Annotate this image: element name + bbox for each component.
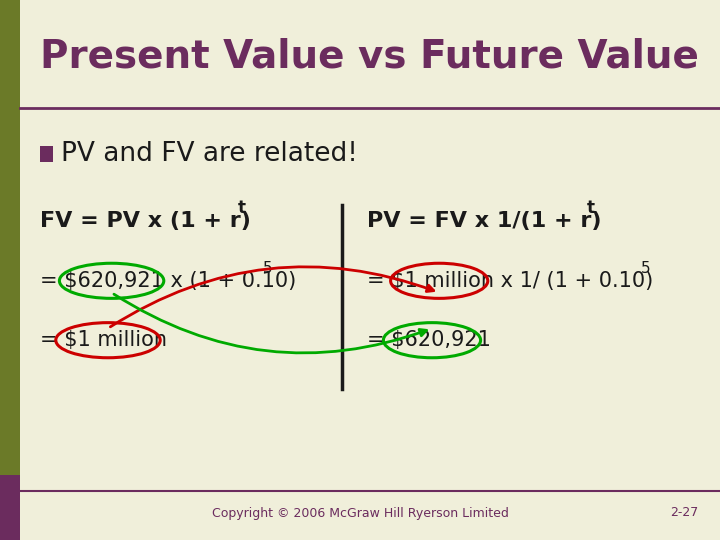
- Text: = $1 million: = $1 million: [40, 330, 166, 350]
- Bar: [40, 146, 53, 162]
- Text: t: t: [238, 199, 246, 217]
- Text: Present Value vs Future Value: Present Value vs Future Value: [40, 38, 698, 76]
- Text: PV = FV x 1/(1 + r): PV = FV x 1/(1 + r): [367, 211, 602, 232]
- Text: FV = PV x (1 + r): FV = PV x (1 + r): [40, 211, 251, 232]
- Bar: [0, 475, 20, 540]
- Text: Copyright © 2006 McGraw Hill Ryerson Limited: Copyright © 2006 McGraw Hill Ryerson Lim…: [212, 507, 508, 519]
- Text: PV and FV are related!: PV and FV are related!: [61, 141, 358, 167]
- Text: 5: 5: [263, 261, 272, 276]
- Text: = $620,921: = $620,921: [367, 330, 491, 350]
- Text: t: t: [587, 199, 595, 217]
- Text: = $620,921 x (1 + 0.10): = $620,921 x (1 + 0.10): [40, 271, 296, 291]
- Bar: [0, 0, 20, 475]
- Text: 5: 5: [641, 261, 650, 276]
- Text: = $1 million x 1/ (1 + 0.10): = $1 million x 1/ (1 + 0.10): [367, 271, 654, 291]
- Text: 2-27: 2-27: [670, 507, 698, 519]
